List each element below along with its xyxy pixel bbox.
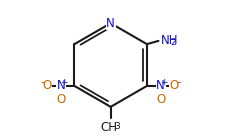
Text: O: O xyxy=(170,79,179,92)
Text: O: O xyxy=(56,93,65,106)
Text: O: O xyxy=(43,79,52,92)
Text: N: N xyxy=(156,79,165,92)
Text: 2: 2 xyxy=(171,38,176,47)
Text: CH: CH xyxy=(100,121,118,134)
Text: -: - xyxy=(41,76,45,89)
Text: +: + xyxy=(160,78,167,87)
Text: +: + xyxy=(60,78,68,87)
Text: 3: 3 xyxy=(115,122,120,131)
Text: O: O xyxy=(156,93,165,106)
Text: NH: NH xyxy=(161,34,179,47)
Text: N: N xyxy=(56,79,65,92)
Text: N: N xyxy=(106,17,115,30)
Text: -: - xyxy=(176,76,181,89)
